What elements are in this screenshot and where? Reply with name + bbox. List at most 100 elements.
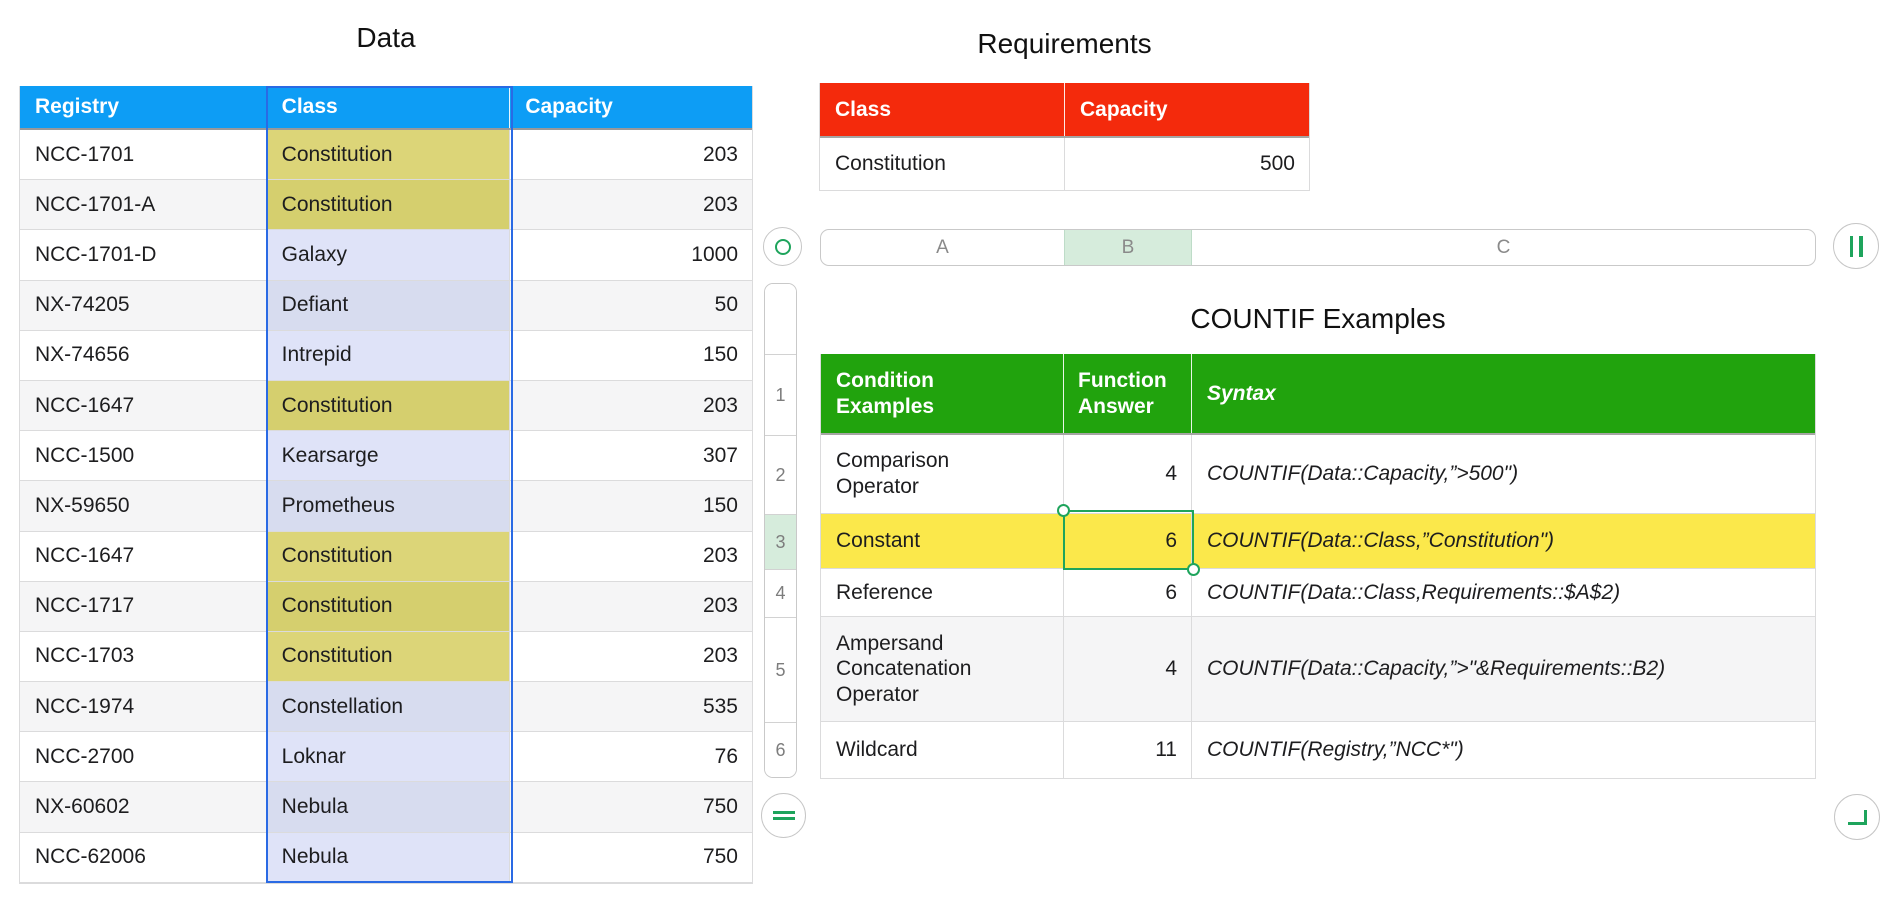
table-row: NCC-1974 Constellation 535 bbox=[20, 682, 752, 733]
row-number-6[interactable]: 6 bbox=[765, 723, 796, 777]
capacity-cell[interactable]: 150 bbox=[702, 343, 738, 367]
row-number-1[interactable]: 1 bbox=[765, 355, 796, 436]
countif-table-title: COUNTIF Examples bbox=[1190, 303, 1446, 334]
registry-cell[interactable]: NCC-1701 bbox=[20, 130, 267, 180]
condition-column-header[interactable]: Condition Examples bbox=[821, 354, 1064, 433]
registry-cell[interactable]: NX-59650 bbox=[20, 481, 267, 531]
corner-resize-icon bbox=[1847, 809, 1867, 825]
add-row-button[interactable] bbox=[761, 793, 806, 838]
syntax-cell[interactable]: COUNTIF(Data::Class,”Constitution") bbox=[1207, 529, 1555, 552]
capacity-cell[interactable]: 500 bbox=[1259, 152, 1295, 175]
row-number-2[interactable]: 2 bbox=[765, 436, 796, 515]
class-cell[interactable]: Constellation bbox=[266, 682, 511, 732]
registry-cell[interactable]: NCC-1647 bbox=[20, 380, 267, 431]
capacity-column-header[interactable]: Capacity bbox=[510, 86, 752, 128]
answer-cell[interactable]: 4 bbox=[1064, 435, 1192, 513]
registry-cell[interactable]: NCC-1701-D bbox=[20, 230, 267, 280]
class-cell[interactable]: Constitution bbox=[266, 531, 511, 581]
syntax-cell[interactable]: COUNTIF(Data::Capacity,”>"&Requirements:… bbox=[1207, 657, 1666, 680]
table-row: Wildcard 11 COUNTIF(Registry,”NCC*") bbox=[821, 722, 1815, 778]
column-header-b[interactable]: B bbox=[1064, 230, 1192, 265]
class-cell[interactable]: Constitution bbox=[266, 581, 511, 631]
capacity-cell[interactable]: 50 bbox=[714, 293, 738, 317]
class-cell[interactable]: Defiant bbox=[266, 280, 511, 330]
answer-column-header[interactable]: Function Answer bbox=[1064, 354, 1192, 433]
table-row: NX-74205 Defiant 50 bbox=[20, 280, 752, 331]
class-cell[interactable]: Constitution bbox=[266, 180, 511, 230]
countif-examples-table: Condition Examples Function Answer Synta… bbox=[820, 354, 1816, 779]
class-cell[interactable]: Nebula bbox=[266, 782, 511, 832]
condition-cell[interactable]: Comparison Operator bbox=[821, 435, 1064, 513]
requirements-table-title: Requirements bbox=[977, 28, 1152, 59]
row-number-3[interactable]: 3 bbox=[765, 515, 796, 570]
table-handle-button[interactable] bbox=[763, 227, 802, 266]
table-row: NCC-1703 Constitution 203 bbox=[20, 631, 752, 683]
syntax-column-header[interactable]: Syntax bbox=[1192, 354, 1815, 433]
capacity-cell[interactable]: 750 bbox=[702, 845, 738, 869]
capacity-cell[interactable]: 203 bbox=[702, 393, 738, 417]
syntax-cell[interactable]: COUNTIF(Data::Capacity,”>500") bbox=[1207, 462, 1519, 485]
column-header-c[interactable]: C bbox=[1496, 236, 1511, 258]
class-cell[interactable]: Loknar bbox=[266, 732, 511, 782]
registry-cell[interactable]: NCC-2700 bbox=[20, 732, 267, 782]
capacity-cell[interactable]: 203 bbox=[702, 192, 738, 216]
capacity-cell[interactable]: 203 bbox=[702, 544, 738, 568]
class-cell[interactable]: Constitution bbox=[266, 631, 511, 682]
class-cell[interactable]: Constitution bbox=[266, 380, 511, 431]
capacity-cell[interactable]: 750 bbox=[702, 795, 738, 819]
capacity-cell[interactable]: 150 bbox=[702, 493, 738, 517]
answer-cell[interactable]: 6 bbox=[1064, 514, 1192, 568]
class-cell[interactable]: Prometheus bbox=[266, 481, 511, 531]
capacity-cell[interactable]: 76 bbox=[714, 744, 738, 768]
class-cell[interactable]: Kearsarge bbox=[266, 431, 511, 481]
data-table: Registry Class Capacity NCC-1701 Constit… bbox=[19, 86, 753, 884]
class-cell[interactable]: Constitution bbox=[820, 138, 1065, 190]
answer-cell[interactable]: 4 bbox=[1064, 617, 1192, 721]
condition-cell[interactable]: Ampersand Concatenation Operator bbox=[821, 617, 1064, 721]
class-cell[interactable]: Constitution bbox=[266, 130, 511, 180]
registry-cell[interactable]: NCC-1500 bbox=[20, 431, 267, 481]
registry-cell[interactable]: NCC-1647 bbox=[20, 531, 267, 581]
table-row: NX-59650 Prometheus 150 bbox=[20, 481, 752, 532]
capacity-cell[interactable]: 203 bbox=[702, 594, 738, 618]
registry-cell[interactable]: NX-74205 bbox=[20, 280, 267, 330]
registry-cell[interactable]: NCC-1974 bbox=[20, 682, 267, 732]
registry-cell[interactable]: NX-74656 bbox=[20, 330, 267, 380]
class-cell[interactable]: Intrepid bbox=[266, 330, 511, 380]
registry-cell[interactable]: NCC-1701-A bbox=[20, 180, 267, 230]
capacity-cell[interactable]: 307 bbox=[702, 443, 738, 467]
condition-cell[interactable]: Constant bbox=[821, 514, 1064, 568]
registry-cell[interactable]: NCC-1717 bbox=[20, 581, 267, 631]
capacity-cell[interactable]: 203 bbox=[702, 644, 738, 668]
table-row: NCC-1701-A Constitution 203 bbox=[20, 180, 752, 231]
capacity-cell[interactable]: 1000 bbox=[691, 242, 738, 266]
answer-cell[interactable]: 6 bbox=[1064, 569, 1192, 616]
capacity-cell[interactable]: 203 bbox=[702, 142, 738, 166]
syntax-cell[interactable]: COUNTIF(Registry,”NCC*") bbox=[1207, 738, 1464, 761]
registry-cell[interactable]: NX-60602 bbox=[20, 782, 267, 832]
registry-cell[interactable]: NCC-62006 bbox=[20, 832, 267, 882]
syntax-cell[interactable]: COUNTIF(Data::Class,Requirements::$A$2) bbox=[1207, 580, 1621, 604]
class-column-header[interactable]: Class bbox=[266, 86, 511, 128]
class-cell[interactable]: Galaxy bbox=[266, 230, 511, 280]
registry-column-header[interactable]: Registry bbox=[20, 86, 267, 128]
table-row: NCC-1647 Constitution 203 bbox=[20, 531, 752, 582]
answer-cell[interactable]: 11 bbox=[1064, 722, 1192, 778]
countif-header-row: Condition Examples Function Answer Synta… bbox=[821, 354, 1815, 435]
condition-cell[interactable]: Wildcard bbox=[821, 722, 1064, 778]
row-number-5[interactable]: 5 bbox=[765, 618, 796, 723]
row-gutter-spacer[interactable] bbox=[765, 284, 796, 355]
resize-table-button[interactable] bbox=[1834, 794, 1880, 840]
capacity-cell[interactable]: 535 bbox=[702, 694, 738, 718]
capacity-column-header[interactable]: Capacity bbox=[1065, 83, 1309, 136]
table-row: Constant 6 COUNTIF(Data::Class,”Constitu… bbox=[821, 514, 1815, 569]
table-row: Reference 6 COUNTIF(Data::Class,Requirem… bbox=[821, 569, 1815, 617]
column-header-a[interactable]: A bbox=[821, 230, 1065, 265]
registry-cell[interactable]: NCC-1703 bbox=[20, 631, 267, 682]
condition-cell[interactable]: Reference bbox=[821, 569, 1064, 616]
add-column-button[interactable] bbox=[1833, 223, 1879, 269]
class-column-header[interactable]: Class bbox=[820, 83, 1065, 136]
table-row: NCC-2700 Loknar 76 bbox=[20, 732, 752, 783]
row-number-4[interactable]: 4 bbox=[765, 570, 796, 618]
class-cell[interactable]: Nebula bbox=[266, 832, 511, 882]
